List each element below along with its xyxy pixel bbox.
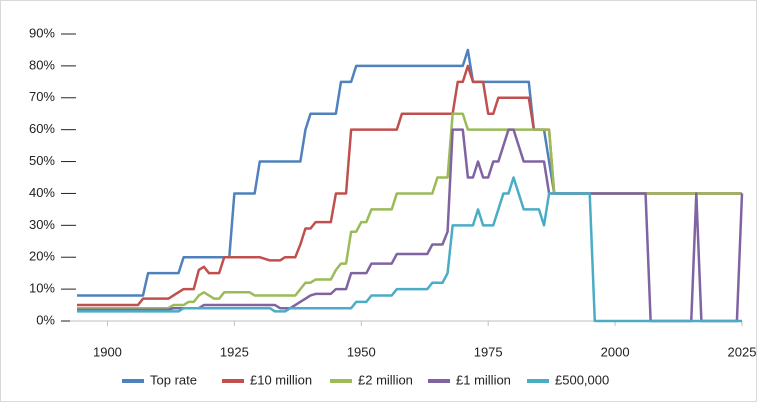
x-tick-label: 1925 xyxy=(220,344,249,359)
series-line xyxy=(77,128,744,323)
y-tick-label: 90% xyxy=(29,25,55,40)
x-tick-label: 1900 xyxy=(93,344,122,359)
y-tick-label: 0% xyxy=(36,312,55,327)
y-tick-label: 70% xyxy=(29,89,55,104)
series-line xyxy=(77,48,742,297)
series-line xyxy=(77,176,742,323)
series-line xyxy=(77,112,742,310)
legend-label: £10 million xyxy=(250,372,312,387)
x-tick-label: 2000 xyxy=(601,344,630,359)
legend-label: £1 million xyxy=(456,372,511,387)
y-tick-label: 60% xyxy=(29,121,55,136)
y-tick-label: 10% xyxy=(29,281,55,296)
y-tick-label: 30% xyxy=(29,217,55,232)
y-tick-label: 40% xyxy=(29,185,55,200)
x-tick-label: 2025 xyxy=(728,344,757,359)
y-tick-label: 20% xyxy=(29,249,55,264)
y-tick-label: 80% xyxy=(29,57,55,72)
legend-label: £500,000 xyxy=(555,372,609,387)
x-tick-label: 1975 xyxy=(474,344,503,359)
legend-label: £2 million xyxy=(358,372,413,387)
y-tick-label: 50% xyxy=(29,153,55,168)
x-tick-label: 1950 xyxy=(347,344,376,359)
legend-label: Top rate xyxy=(150,372,197,387)
series-line xyxy=(77,64,742,307)
